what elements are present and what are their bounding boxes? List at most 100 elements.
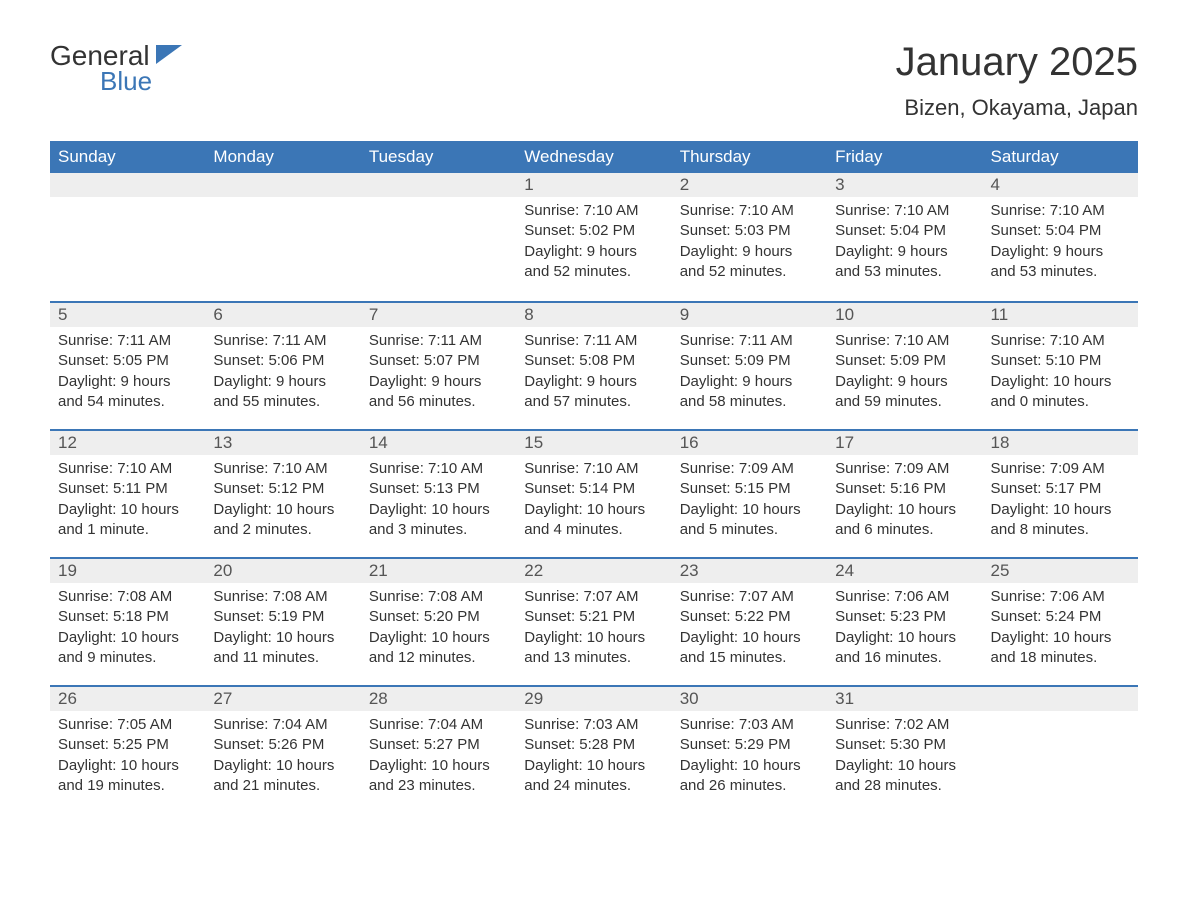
daylight-line: Daylight: 10 hours and 1 minute. xyxy=(58,500,197,541)
day-content: Sunrise: 7:11 AMSunset: 5:05 PMDaylight:… xyxy=(50,327,205,420)
sunrise-line: Sunrise: 7:09 AM xyxy=(991,459,1130,479)
calendar-day-cell: 3Sunrise: 7:10 AMSunset: 5:04 PMDaylight… xyxy=(827,173,982,301)
day-number-bar: 8 xyxy=(516,301,671,327)
weekday-header: Monday xyxy=(205,141,360,173)
daylight-line: Daylight: 9 hours and 52 minutes. xyxy=(524,242,663,283)
daylight-line: Daylight: 9 hours and 54 minutes. xyxy=(58,372,197,413)
day-content: Sunrise: 7:11 AMSunset: 5:09 PMDaylight:… xyxy=(672,327,827,420)
day-number-bar: 9 xyxy=(672,301,827,327)
daylight-line: Daylight: 10 hours and 24 minutes. xyxy=(524,756,663,797)
day-content: Sunrise: 7:08 AMSunset: 5:18 PMDaylight:… xyxy=(50,583,205,676)
sunrise-line: Sunrise: 7:08 AM xyxy=(58,587,197,607)
sunrise-line: Sunrise: 7:09 AM xyxy=(680,459,819,479)
day-number-bar: 28 xyxy=(361,685,516,711)
calendar-day-cell: 19Sunrise: 7:08 AMSunset: 5:18 PMDayligh… xyxy=(50,557,205,685)
daylight-line: Daylight: 10 hours and 16 minutes. xyxy=(835,628,974,669)
day-number-bar: 21 xyxy=(361,557,516,583)
calendar-day-cell xyxy=(50,173,205,301)
sunrise-line: Sunrise: 7:03 AM xyxy=(524,715,663,735)
calendar-day-cell: 24Sunrise: 7:06 AMSunset: 5:23 PMDayligh… xyxy=(827,557,982,685)
day-number-bar: 20 xyxy=(205,557,360,583)
sunrise-line: Sunrise: 7:10 AM xyxy=(680,201,819,221)
day-content: Sunrise: 7:06 AMSunset: 5:24 PMDaylight:… xyxy=(983,583,1138,676)
day-content: Sunrise: 7:10 AMSunset: 5:04 PMDaylight:… xyxy=(827,197,982,290)
sunrise-line: Sunrise: 7:04 AM xyxy=(213,715,352,735)
day-content: Sunrise: 7:10 AMSunset: 5:11 PMDaylight:… xyxy=(50,455,205,548)
calendar-day-cell: 30Sunrise: 7:03 AMSunset: 5:29 PMDayligh… xyxy=(672,685,827,813)
calendar-day-cell: 11Sunrise: 7:10 AMSunset: 5:10 PMDayligh… xyxy=(983,301,1138,429)
day-number-bar: 26 xyxy=(50,685,205,711)
weekday-header: Thursday xyxy=(672,141,827,173)
sunset-line: Sunset: 5:09 PM xyxy=(835,351,974,371)
day-number-bar: 11 xyxy=(983,301,1138,327)
calendar-day-cell: 22Sunrise: 7:07 AMSunset: 5:21 PMDayligh… xyxy=(516,557,671,685)
weekday-header: Saturday xyxy=(983,141,1138,173)
month-title: January 2025 xyxy=(896,40,1138,85)
sunrise-line: Sunrise: 7:10 AM xyxy=(835,331,974,351)
day-number-bar: 4 xyxy=(983,173,1138,197)
sunset-line: Sunset: 5:11 PM xyxy=(58,479,197,499)
sunset-line: Sunset: 5:17 PM xyxy=(991,479,1130,499)
daylight-line: Daylight: 10 hours and 5 minutes. xyxy=(680,500,819,541)
daylight-line: Daylight: 9 hours and 58 minutes. xyxy=(680,372,819,413)
calendar-week-row: 19Sunrise: 7:08 AMSunset: 5:18 PMDayligh… xyxy=(50,557,1138,685)
day-number-bar: 3 xyxy=(827,173,982,197)
sunset-line: Sunset: 5:04 PM xyxy=(991,221,1130,241)
sunrise-line: Sunrise: 7:10 AM xyxy=(213,459,352,479)
sunrise-line: Sunrise: 7:10 AM xyxy=(991,201,1130,221)
logo: General Blue xyxy=(50,40,182,97)
logo-triangle-icon xyxy=(156,45,182,64)
calendar-day-cell: 7Sunrise: 7:11 AMSunset: 5:07 PMDaylight… xyxy=(361,301,516,429)
sunset-line: Sunset: 5:12 PM xyxy=(213,479,352,499)
daylight-line: Daylight: 10 hours and 0 minutes. xyxy=(991,372,1130,413)
day-number-bar xyxy=(361,173,516,197)
sunset-line: Sunset: 5:27 PM xyxy=(369,735,508,755)
calendar-day-cell: 9Sunrise: 7:11 AMSunset: 5:09 PMDaylight… xyxy=(672,301,827,429)
day-number-bar: 16 xyxy=(672,429,827,455)
daylight-line: Daylight: 9 hours and 56 minutes. xyxy=(369,372,508,413)
sunrise-line: Sunrise: 7:09 AM xyxy=(835,459,974,479)
sunrise-line: Sunrise: 7:06 AM xyxy=(835,587,974,607)
calendar-day-cell: 27Sunrise: 7:04 AMSunset: 5:26 PMDayligh… xyxy=(205,685,360,813)
sunset-line: Sunset: 5:05 PM xyxy=(58,351,197,371)
calendar-week-row: 5Sunrise: 7:11 AMSunset: 5:05 PMDaylight… xyxy=(50,301,1138,429)
calendar-day-cell: 28Sunrise: 7:04 AMSunset: 5:27 PMDayligh… xyxy=(361,685,516,813)
daylight-line: Daylight: 10 hours and 2 minutes. xyxy=(213,500,352,541)
location: Bizen, Okayama, Japan xyxy=(896,95,1138,121)
day-number-bar: 18 xyxy=(983,429,1138,455)
sunset-line: Sunset: 5:13 PM xyxy=(369,479,508,499)
calendar-day-cell: 26Sunrise: 7:05 AMSunset: 5:25 PMDayligh… xyxy=(50,685,205,813)
daylight-line: Daylight: 9 hours and 55 minutes. xyxy=(213,372,352,413)
calendar-day-cell: 21Sunrise: 7:08 AMSunset: 5:20 PMDayligh… xyxy=(361,557,516,685)
day-number-bar: 31 xyxy=(827,685,982,711)
sunrise-line: Sunrise: 7:11 AM xyxy=(58,331,197,351)
day-number-bar: 17 xyxy=(827,429,982,455)
sunset-line: Sunset: 5:24 PM xyxy=(991,607,1130,627)
weekday-header: Friday xyxy=(827,141,982,173)
sunset-line: Sunset: 5:30 PM xyxy=(835,735,974,755)
sunset-line: Sunset: 5:16 PM xyxy=(835,479,974,499)
day-number-bar: 19 xyxy=(50,557,205,583)
sunrise-line: Sunrise: 7:04 AM xyxy=(369,715,508,735)
day-content: Sunrise: 7:10 AMSunset: 5:12 PMDaylight:… xyxy=(205,455,360,548)
day-number-bar: 30 xyxy=(672,685,827,711)
day-number-bar: 24 xyxy=(827,557,982,583)
logo-text-wrap: General Blue xyxy=(50,40,152,97)
calendar-day-cell: 10Sunrise: 7:10 AMSunset: 5:09 PMDayligh… xyxy=(827,301,982,429)
daylight-line: Daylight: 10 hours and 8 minutes. xyxy=(991,500,1130,541)
day-content: Sunrise: 7:03 AMSunset: 5:28 PMDaylight:… xyxy=(516,711,671,804)
day-number-bar: 29 xyxy=(516,685,671,711)
daylight-line: Daylight: 9 hours and 52 minutes. xyxy=(680,242,819,283)
day-number-bar: 15 xyxy=(516,429,671,455)
daylight-line: Daylight: 10 hours and 18 minutes. xyxy=(991,628,1130,669)
day-content: Sunrise: 7:04 AMSunset: 5:26 PMDaylight:… xyxy=(205,711,360,804)
day-number-bar: 13 xyxy=(205,429,360,455)
day-number-bar xyxy=(50,173,205,197)
daylight-line: Daylight: 10 hours and 6 minutes. xyxy=(835,500,974,541)
sunrise-line: Sunrise: 7:10 AM xyxy=(369,459,508,479)
calendar-day-cell: 12Sunrise: 7:10 AMSunset: 5:11 PMDayligh… xyxy=(50,429,205,557)
day-content: Sunrise: 7:06 AMSunset: 5:23 PMDaylight:… xyxy=(827,583,982,676)
day-content: Sunrise: 7:04 AMSunset: 5:27 PMDaylight:… xyxy=(361,711,516,804)
daylight-line: Daylight: 10 hours and 15 minutes. xyxy=(680,628,819,669)
sunset-line: Sunset: 5:22 PM xyxy=(680,607,819,627)
